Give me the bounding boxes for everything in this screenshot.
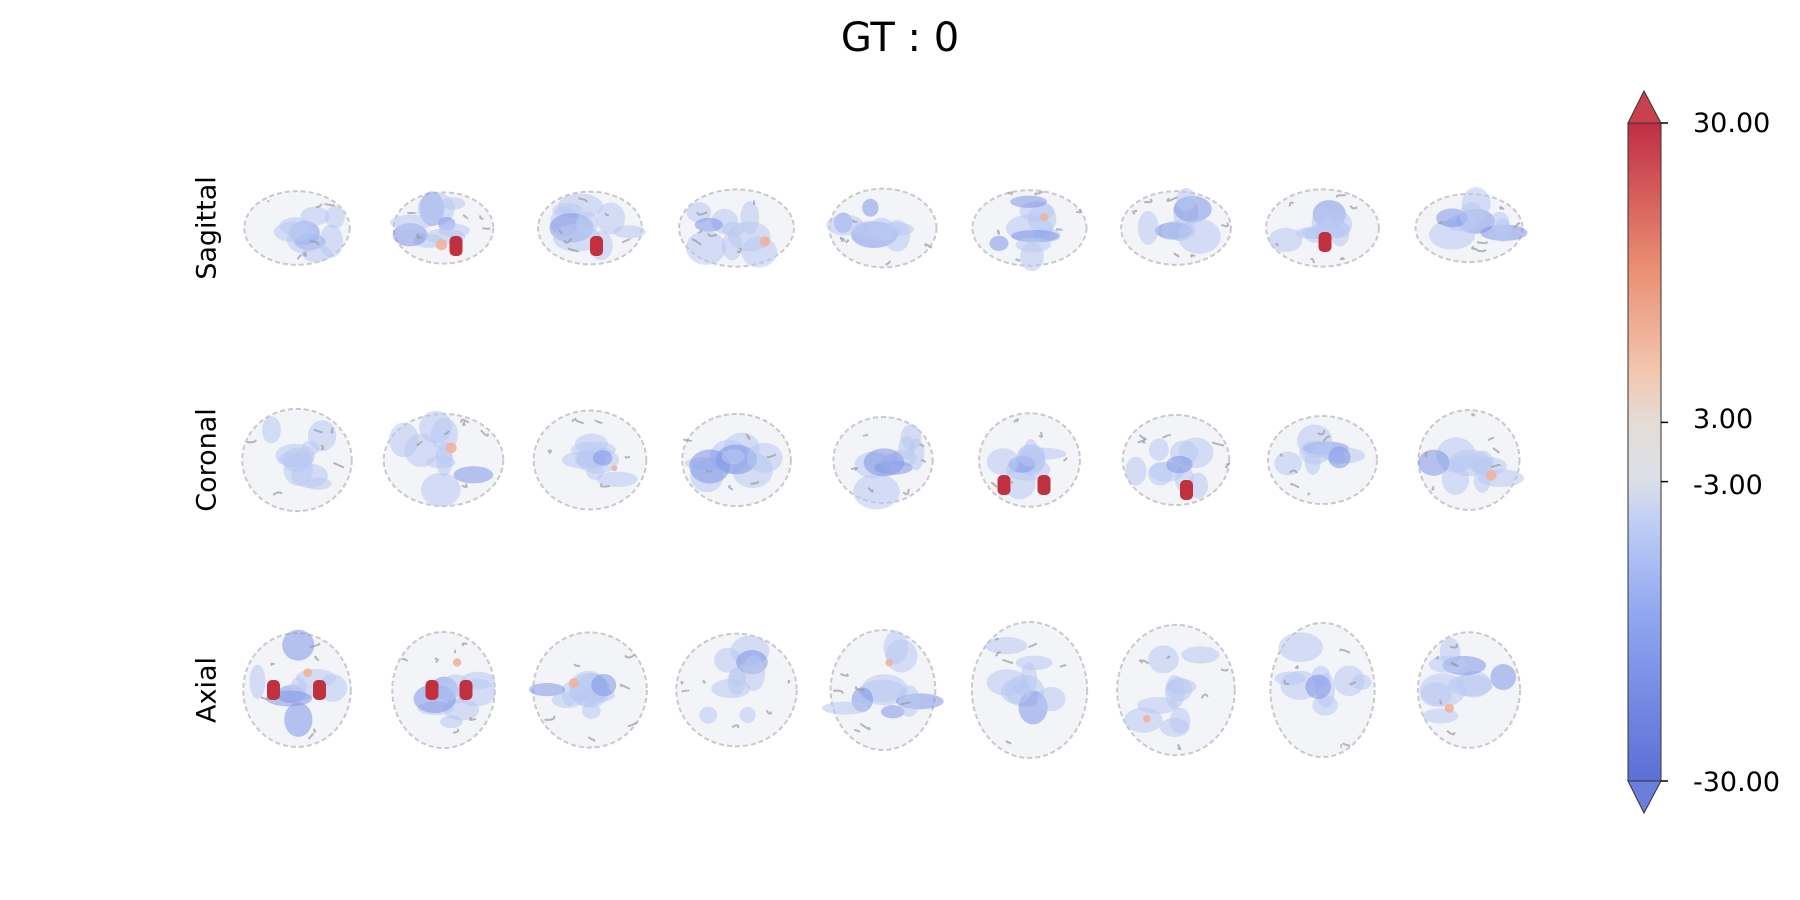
- colorbar-extend-min: [1627, 780, 1662, 815]
- brain-slice-axial-4: [675, 632, 798, 748]
- brain-slice-sagittal-8: [1265, 188, 1380, 268]
- brain-slice-sagittal-4: [678, 188, 795, 268]
- colorbar-body: [1627, 122, 1662, 782]
- brain-slice-axial-5: [821, 629, 944, 751]
- activation-spot: [449, 236, 463, 256]
- colorbar-tick-label: -30.00: [1693, 767, 1781, 798]
- brain-slice-coronal-1: [241, 407, 353, 513]
- activation-spot: [1037, 475, 1051, 495]
- brain-slice-axial-1: [242, 629, 352, 748]
- brain-slice-coronal-4: [681, 412, 792, 508]
- colorbar-extend-max: [1627, 89, 1662, 124]
- brain-slice-coronal-9: [1417, 409, 1525, 511]
- brain-slice-axial-8: [1269, 621, 1376, 759]
- activation-spot: [425, 680, 439, 700]
- brain-slice-sagittal-3: [537, 190, 646, 266]
- activation-spot: [267, 680, 280, 700]
- activation-spot: [313, 680, 326, 700]
- activation-spot: [459, 680, 473, 700]
- brain-slice-axial-9: [1416, 631, 1522, 749]
- brain-slice-coronal-7: [1121, 413, 1231, 507]
- brain-slice-sagittal-1: [243, 190, 351, 266]
- brain-slice-sagittal-9: [1414, 187, 1528, 264]
- activation-spot: [1180, 480, 1193, 500]
- activation-spot: [590, 236, 603, 256]
- colorbar-tick-label: 30.00: [1693, 108, 1771, 139]
- brain-slice-sagittal-6: [971, 189, 1088, 272]
- activation-spot: [1318, 232, 1332, 252]
- colorbar-tick-label: -3.00: [1693, 470, 1763, 501]
- brain-slice-sagittal-5: [826, 187, 938, 269]
- brain-slice-sagittal-7: [1120, 187, 1232, 266]
- brain-slice-coronal-3: [532, 409, 648, 511]
- activation-spot: [997, 475, 1011, 495]
- brain-slice-coronal-8: [1267, 415, 1378, 505]
- brain-slice-coronal-2: [382, 410, 505, 508]
- brain-slice-coronal-5: [832, 416, 934, 510]
- brain-slice-axial-7: [1116, 623, 1236, 757]
- figure-title: GT : 0: [840, 15, 960, 61]
- brain-slice-axial-3: [528, 631, 648, 749]
- brain-slice-sagittal-2: [389, 191, 495, 265]
- colorbar-tick-label: 3.00: [1693, 404, 1754, 435]
- brain-slice-axial-6: [970, 621, 1089, 759]
